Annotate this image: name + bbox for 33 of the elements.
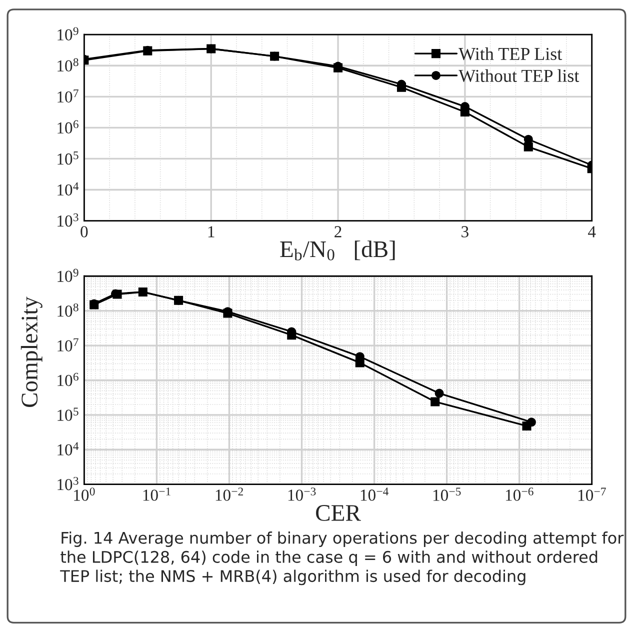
y-tick-label: 10$^{4}$ — [58, 182, 79, 196]
x-tick-label: 10$^{−5}$ — [433, 488, 461, 501]
y-tick-label: 10$^{6}$ — [58, 372, 78, 386]
y-tick-label: 10$^{4}$ — [58, 442, 79, 456]
x-tick-label: 0 — [80, 226, 88, 238]
text: E$_{b}$/N$_{0}$ [dB] — [280, 240, 395, 260]
caption: Fig. 14 Average number of binary operations per decoding attempt for the LDPC(128, 64) code in the case q = 6 with and without ordered TEP list; the NMS + MRB(4) algorithm is used for decoding — [60, 532, 624, 586]
x-tick-label: 3 — [462, 226, 468, 238]
x-tick-label: 10$^{−2}$ — [216, 488, 243, 501]
x-tick-label: 10$^{−6}$ — [506, 488, 534, 501]
x-tick-label: 10$^{−3}$ — [288, 488, 316, 501]
y-tick-label: 10$^{8}$ — [58, 58, 78, 72]
legend-label: Without TEP list — [458, 69, 580, 82]
x-tick-label: 10$^{−4}$ — [360, 488, 388, 501]
legend-label: With TEP List — [458, 47, 562, 60]
y-tick-label: 10$^{9}$ — [58, 27, 78, 40]
y-tick-label: 10$^{3}$ — [58, 213, 78, 227]
y-tick-label: 10$^{8}$ — [58, 303, 78, 317]
x-axis-title: CER — [316, 505, 361, 521]
x-tick-label: 10$^{0}$ — [74, 488, 95, 501]
y-tick-label: 10$^{3}$ — [58, 476, 78, 490]
y-axis-title: Complexity — [20, 296, 42, 408]
x-tick-label: 4 — [588, 226, 596, 238]
y-tick-label: 10$^{7}$ — [58, 338, 78, 352]
y-tick-label: 10$^{5}$ — [58, 152, 78, 165]
y-tick-label: 10$^{6}$ — [58, 120, 78, 134]
y-tick-label: 10$^{7}$ — [58, 89, 78, 103]
x-tick-label: 10$^{−1}$ — [143, 488, 170, 501]
y-tick-label: 10$^{5}$ — [58, 408, 78, 421]
x-tick-label: 1 — [208, 226, 214, 238]
y-tick-label: 10$^{9}$ — [58, 268, 78, 282]
x-tick-label: 10$^{−7}$ — [578, 488, 606, 501]
x-tick-label: 2 — [334, 226, 342, 238]
